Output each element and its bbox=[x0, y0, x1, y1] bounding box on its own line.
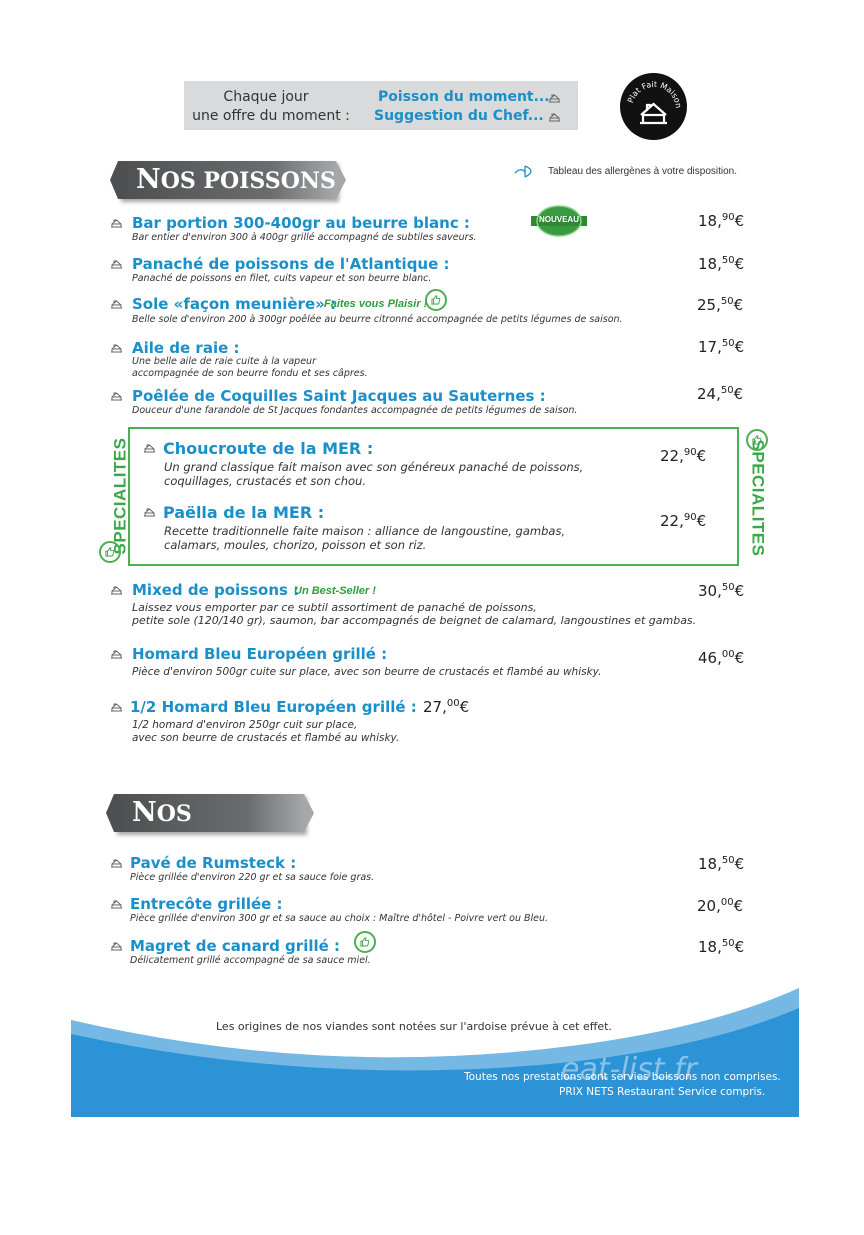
footer-line1: Toutes nos prestations sont servies bois… bbox=[464, 1071, 781, 1083]
chef-hat-icon bbox=[110, 585, 123, 595]
specialites-box bbox=[128, 427, 739, 566]
dish-price: 20,00€ bbox=[697, 897, 744, 915]
thumbs-up-icon bbox=[99, 541, 121, 563]
dish-price: 18,50€ bbox=[698, 255, 745, 273]
chef-hat-icon bbox=[110, 343, 123, 353]
nouveau-badge: NOUVEAU bbox=[531, 205, 587, 237]
allergen-icon bbox=[514, 165, 532, 178]
dish-tag: Faites vous Plaisir ! bbox=[324, 298, 428, 310]
dish-desc: Délicatement grillé accompagné de sa sau… bbox=[130, 955, 371, 966]
dish-title: Panaché de poissons de l'Atlantique : bbox=[132, 255, 450, 273]
offer-left-line2: une offre du moment : bbox=[192, 108, 350, 124]
chef-hat-icon bbox=[110, 259, 123, 269]
chef-hat-icon bbox=[143, 507, 156, 517]
dish-price: 22,90€ bbox=[660, 447, 707, 465]
dish-desc: Recette traditionnelle faite maison : al… bbox=[164, 524, 566, 538]
thumbs-up-icon bbox=[354, 931, 376, 953]
dish-desc: avec son beurre de crustacés et flambé a… bbox=[132, 732, 400, 744]
dish-desc: Panaché de poissons en filet, cuits vape… bbox=[132, 273, 432, 284]
dish-title: 1/2 Homard Bleu Européen grillé : bbox=[130, 698, 417, 716]
dish-price: 17,50€ bbox=[698, 338, 745, 356]
dish-desc: Bar entier d'environ 300 à 400gr grillé … bbox=[132, 232, 477, 243]
offer-left-line1: Chaque jour bbox=[223, 89, 309, 105]
chef-hat-icon bbox=[110, 899, 123, 909]
banner-cap: N bbox=[136, 164, 161, 195]
section-banner-poissons: NOS POISSONS : bbox=[110, 161, 346, 232]
dish-title: Poêlée de Coquilles Saint Jacques au Sau… bbox=[132, 387, 546, 405]
chef-hat-icon bbox=[110, 702, 123, 712]
dish-desc: calamars, moules, chorizo, poisson et so… bbox=[164, 538, 427, 552]
fait-maison-logo: Plat Fait Maison bbox=[620, 73, 687, 140]
dish-title: Sole «façon meunière» : bbox=[132, 295, 337, 313]
banner-cap: N bbox=[132, 797, 157, 828]
dish-desc: petite sole (120/140 gr), saumon, bar ac… bbox=[132, 614, 697, 627]
banner-title: OS POISSONS : bbox=[136, 168, 336, 232]
specialites-label-left: SPECIALITES bbox=[110, 437, 130, 555]
dish-desc: 1/2 homard d'environ 250gr cuit sur plac… bbox=[132, 719, 358, 731]
dish-price: 18,50€ bbox=[698, 855, 745, 873]
dish-desc: Pièce d'environ 500gr cuite sur place, a… bbox=[132, 666, 602, 678]
dish-price: 25,50€ bbox=[697, 296, 744, 314]
chef-hat-icon bbox=[110, 941, 123, 951]
dish-price: 18,50€ bbox=[698, 938, 745, 956]
specialites-label-right: SPECIALITES bbox=[748, 439, 768, 557]
dish-price: 22,90€ bbox=[660, 512, 707, 530]
chef-hat-icon bbox=[548, 112, 561, 122]
section-banner-viandes: NOS VIANDES : bbox=[106, 794, 314, 865]
dish-desc: accompagnée de son beurre fondu et ses c… bbox=[132, 368, 368, 379]
daily-offer-box: Chaque jour une offre du moment : Poisso… bbox=[184, 81, 578, 130]
dish-title: Bar portion 300-400gr au beurre blanc : bbox=[132, 214, 470, 232]
dish-title: Pavé de Rumsteck : bbox=[130, 854, 297, 872]
dish-price: 24,50€ bbox=[697, 385, 744, 403]
offer-right-line2: Suggestion du Chef... bbox=[374, 108, 544, 124]
chef-hat-icon bbox=[110, 391, 123, 401]
dish-desc: Douceur d'une farandole de St Jacques fo… bbox=[132, 405, 578, 416]
dish-title: Choucroute de la MER : bbox=[163, 439, 374, 458]
dish-price: 46,00€ bbox=[698, 649, 745, 667]
dish-desc: Pièce grillée d'environ 300 gr et sa sau… bbox=[130, 913, 549, 924]
dish-tag: Un Best-Seller ! bbox=[294, 585, 376, 597]
thumbs-up-icon bbox=[425, 289, 447, 311]
thumbs-up-icon bbox=[746, 429, 768, 451]
allergen-notice: Tableau des allergènes à votre dispositi… bbox=[548, 166, 738, 177]
dish-desc: Un grand classique fait maison avec son … bbox=[164, 460, 584, 474]
dish-title: Aile de raie : bbox=[132, 339, 240, 357]
dish-desc: Une belle aile de raie cuite à la vapeur bbox=[132, 356, 316, 367]
offer-right-line1: Poisson du moment... bbox=[378, 89, 550, 105]
dish-desc: Pièce grillée d'environ 220 gr et sa sau… bbox=[130, 872, 375, 883]
chef-hat-icon bbox=[548, 93, 561, 103]
dish-desc: Belle sole d'environ 200 à 300gr poêlée … bbox=[132, 314, 623, 325]
dish-title: Paëlla de la MER : bbox=[163, 503, 325, 522]
chef-hat-icon bbox=[110, 299, 123, 309]
footer-line2: PRIX NETS Restaurant Service compris. bbox=[559, 1086, 766, 1098]
chef-hat-icon bbox=[110, 649, 123, 659]
watermark: eat-list.fr bbox=[561, 1052, 697, 1087]
nouveau-label: NOUVEAU bbox=[538, 215, 579, 224]
dish-desc: Laissez vous emporter par ce subtil asso… bbox=[132, 601, 537, 614]
dish-title: Entrecôte grillée : bbox=[130, 895, 283, 913]
dish-title: Mixed de poissons : bbox=[132, 581, 300, 599]
dish-price: 30,50€ bbox=[698, 582, 745, 600]
chef-hat-icon bbox=[143, 443, 156, 453]
banner-title: OS VIANDES : bbox=[132, 801, 265, 865]
meat-origins-note: Les origines de nos viandes sont notées … bbox=[216, 1020, 612, 1033]
dish-price: 27,00€ bbox=[423, 698, 470, 716]
dish-desc: coquillages, crustacés et son chou. bbox=[164, 474, 366, 488]
dish-title: Homard Bleu Européen grillé : bbox=[132, 645, 388, 663]
chef-hat-icon bbox=[110, 858, 123, 868]
dish-title: Magret de canard grillé : bbox=[130, 937, 341, 955]
footer-wave: Les origines de nos viandes sont notées … bbox=[71, 988, 799, 1117]
dish-price: 18,90€ bbox=[698, 212, 745, 230]
chef-hat-icon bbox=[110, 218, 123, 228]
